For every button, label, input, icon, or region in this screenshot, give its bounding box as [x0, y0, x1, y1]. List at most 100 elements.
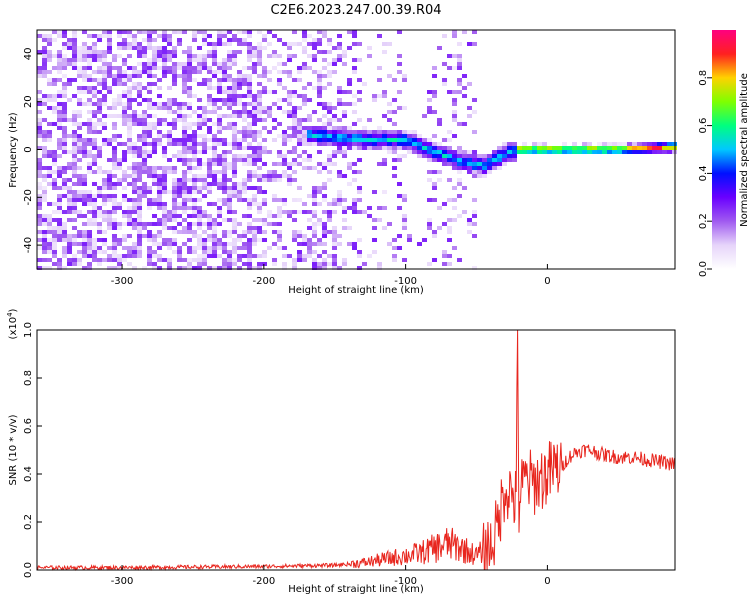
spectrogram-cell: [267, 70, 272, 74]
spectrogram-cell: [52, 98, 57, 102]
spectrogram-cell: [57, 138, 62, 142]
spectrogram-y-axis-label: Frequency (Hz): [8, 112, 19, 188]
spectrogram-cell: [252, 198, 257, 202]
spectrogram-cell: [107, 50, 112, 54]
spectrogram-cell: [122, 246, 127, 250]
spectrogram-cell: [97, 246, 102, 250]
spectrogram-cell: [87, 78, 92, 82]
spectrogram-cell: [142, 70, 147, 74]
spectrogram-cell: [257, 90, 262, 94]
colorbar-label: Normalized spectral amplitude: [739, 73, 750, 227]
spectrogram-cell: [152, 62, 157, 66]
spectrogram-cell: [107, 258, 112, 262]
spectrogram-cell: [112, 186, 117, 190]
spectrogram-cell: [267, 214, 272, 218]
spectrogram-cell: [92, 214, 97, 218]
spectrogram-cell: [132, 150, 137, 154]
spectrogram-cell: [192, 250, 197, 254]
spectrogram-cell: [327, 70, 332, 74]
spectrogram-cell: [272, 198, 277, 202]
spectrogram-cell: [447, 162, 452, 166]
spectrogram-cell: [247, 54, 252, 58]
spectrogram-cell: [227, 202, 232, 206]
spectrogram-cell: [352, 58, 357, 62]
spectrogram-cell: [87, 262, 92, 266]
spectrogram-cell: [37, 214, 42, 218]
spectrogram-cell: [407, 150, 412, 154]
spectrogram-cell: [147, 206, 152, 210]
spectrogram-cell: [182, 174, 187, 178]
spectrogram-cell: [127, 74, 132, 78]
spectrogram-cell: [342, 126, 347, 130]
spectrogram-cell: [252, 186, 257, 190]
spectrogram-cell: [92, 250, 97, 254]
spectrogram-cell: [77, 190, 82, 194]
spectrogram-cell: [67, 134, 72, 138]
spectrogram-cell: [287, 162, 292, 166]
spectrogram-cell: [242, 190, 247, 194]
spectrogram-cell: [127, 54, 132, 58]
spectrogram-cell: [292, 234, 297, 238]
spectrogram-cell: [277, 214, 282, 218]
spectrogram-cell: [162, 62, 167, 66]
spectrogram-cell: [117, 222, 122, 226]
spectrogram-cell: [492, 162, 497, 166]
spectrogram-cell: [162, 182, 167, 186]
spectrogram-cell: [437, 170, 442, 174]
spectrogram-cell: [52, 186, 57, 190]
spectrogram-cell: [192, 154, 197, 158]
spectrogram-cell: [462, 158, 467, 162]
spectrogram-cell: [222, 170, 227, 174]
spectrogram-cell: [282, 210, 287, 214]
spectrogram-cell: [317, 50, 322, 54]
spectrogram-cell: [152, 202, 157, 206]
spectrogram-cell: [57, 170, 62, 174]
spectrogram-cell: [82, 42, 87, 46]
spectrogram-cell: [37, 122, 42, 126]
spectrogram-cell: [142, 54, 147, 58]
spectrogram-cell: [72, 202, 77, 206]
spectrogram-cell: [327, 230, 332, 234]
spectrogram-cell: [407, 134, 412, 138]
spectrogram-cell: [277, 98, 282, 102]
spectrogram-cell: [397, 246, 402, 250]
spectrogram-cell: [67, 58, 72, 62]
spectrogram-cell: [187, 246, 192, 250]
spectrogram-cell: [297, 258, 302, 262]
spectrogram-cell: [172, 82, 177, 86]
spectrogram-cell: [142, 162, 147, 166]
spectrogram-cell: [72, 234, 77, 238]
spectrogram-cell: [197, 158, 202, 162]
spectrogram-cell: [162, 66, 167, 70]
spectrogram-cell: [627, 150, 632, 154]
spectrogram-cell: [302, 94, 307, 98]
spectrogram-cell: [132, 34, 137, 38]
spectrogram-cell: [52, 226, 57, 230]
spectrogram-cell: [77, 258, 82, 262]
spectrogram-cell: [292, 150, 297, 154]
spectrogram-cell: [52, 182, 57, 186]
spectrogram-cell: [247, 158, 252, 162]
spectrogram-cell: [447, 130, 452, 134]
spectrogram-cell: [597, 142, 602, 146]
spectrogram-cell: [42, 194, 47, 198]
spectrogram-cell: [102, 70, 107, 74]
spectrogram-cell: [322, 262, 327, 266]
spectrogram-cell: [327, 130, 332, 134]
spectrogram-cell: [447, 198, 452, 202]
spectrogram-cell: [282, 154, 287, 158]
spectrogram-cell: [62, 186, 67, 190]
spectrogram-cell: [242, 130, 247, 134]
spectrogram-cell: [177, 194, 182, 198]
spectrogram-cell: [212, 182, 217, 186]
spectrogram-cell: [267, 210, 272, 214]
spectrogram-cell: [77, 90, 82, 94]
spectrogram-cell: [252, 170, 257, 174]
spectrogram-cell: [257, 254, 262, 258]
spectrogram-cell: [467, 42, 472, 46]
spectrogram-cell: [437, 150, 442, 154]
spectrogram-cell: [37, 206, 42, 210]
snr-x-axis-label: Height of straight line (km): [288, 584, 424, 595]
spectrogram-cell: [597, 150, 602, 154]
spectrogram-cell: [232, 34, 237, 38]
